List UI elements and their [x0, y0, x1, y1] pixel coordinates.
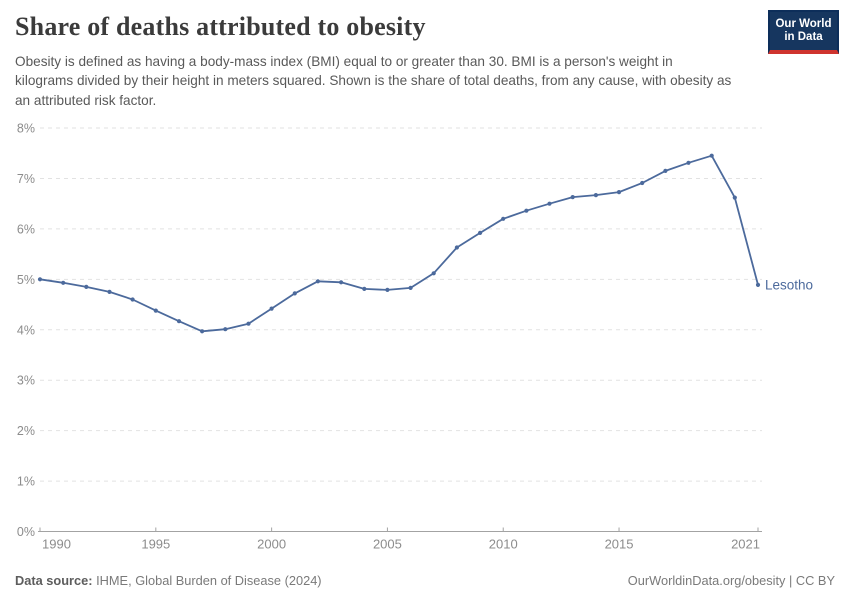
data-point-marker	[478, 230, 483, 235]
owid-logo-line2: in Data	[784, 31, 823, 43]
chart-footer: Data source: IHME, Global Burden of Dise…	[0, 566, 850, 600]
data-point-marker	[732, 195, 737, 200]
data-point-marker	[246, 321, 251, 326]
data-point-marker	[362, 286, 367, 291]
y-axis-tick-label: 4%	[17, 323, 35, 337]
data-point-marker	[153, 308, 158, 313]
data-point-marker	[408, 285, 413, 290]
owid-logo-line1: Our World	[775, 17, 832, 30]
y-axis-tick-label: 1%	[17, 475, 35, 489]
chart-line	[39, 154, 759, 333]
data-point-marker	[501, 216, 506, 221]
data-point-marker	[130, 297, 135, 302]
chart-subtitle: Obesity is defined as having a body-mass…	[15, 54, 732, 108]
x-axis-tick-label: 2000	[257, 537, 286, 552]
data-point-marker	[339, 280, 344, 285]
data-point-marker	[107, 289, 112, 294]
y-axis-tick-label: 0%	[17, 525, 35, 539]
y-axis-tick-label: 2%	[17, 424, 35, 438]
owid-logo[interactable]: Our World in Data	[768, 10, 839, 54]
x-axis-tick-label: 2015	[605, 537, 634, 552]
data-point-marker	[431, 271, 436, 276]
credit-link[interactable]: OurWorldinData.org/obesity | CC BY	[627, 573, 835, 588]
data-point-marker	[663, 168, 668, 173]
data-point-marker	[269, 306, 274, 311]
y-axis-tick-label: 7%	[17, 172, 35, 186]
series-entity-label: Lesotho	[765, 277, 813, 292]
data-point-marker	[524, 208, 529, 213]
data-point-marker	[616, 190, 622, 195]
data-point-marker	[593, 193, 599, 198]
data-point-marker	[176, 319, 182, 324]
x-axis-tick-label: 2021	[731, 537, 760, 552]
x-axis-tick-label: 1995	[141, 537, 170, 552]
data-point-marker	[454, 245, 459, 250]
data-point-marker	[570, 195, 575, 200]
data-source-value: IHME, Global Burden of Disease (2024)	[96, 573, 322, 588]
page-title: Share of deaths attributed to obesity	[15, 12, 426, 41]
y-axis-tick-label: 3%	[17, 374, 35, 388]
data-point-marker	[200, 329, 205, 334]
data-point-marker	[686, 160, 691, 165]
y-axis-tick-label: 8%	[17, 122, 35, 136]
data-point-marker	[223, 327, 228, 332]
line-chart-canvas[interactable]: 0% 1% 2% 3% 4% 5% 6% 7% 8% 1990 1995 2000 2005 2010 20…	[0, 113, 850, 561]
data-point-marker	[315, 279, 320, 284]
data-point-marker	[709, 153, 714, 158]
data-point-marker	[385, 287, 390, 292]
x-axis-tick-label: 2010	[489, 537, 518, 552]
data-point-marker	[84, 284, 89, 289]
data-point-marker	[755, 282, 761, 287]
x-axis-tick-label: 1990	[42, 537, 71, 552]
y-axis-tick-label: 5%	[17, 273, 35, 287]
data-point-marker	[547, 201, 552, 206]
data-source: Data source: IHME, Global Burden of Dise…	[15, 573, 322, 588]
data-point-marker	[61, 280, 66, 285]
data-source-label: Data source:	[15, 573, 93, 588]
data-point-marker	[292, 291, 297, 296]
y-axis-tick-label: 6%	[17, 222, 35, 236]
data-point-marker	[37, 277, 43, 282]
data-point-marker	[640, 180, 645, 186]
x-axis-tick-label: 2005	[373, 537, 402, 552]
